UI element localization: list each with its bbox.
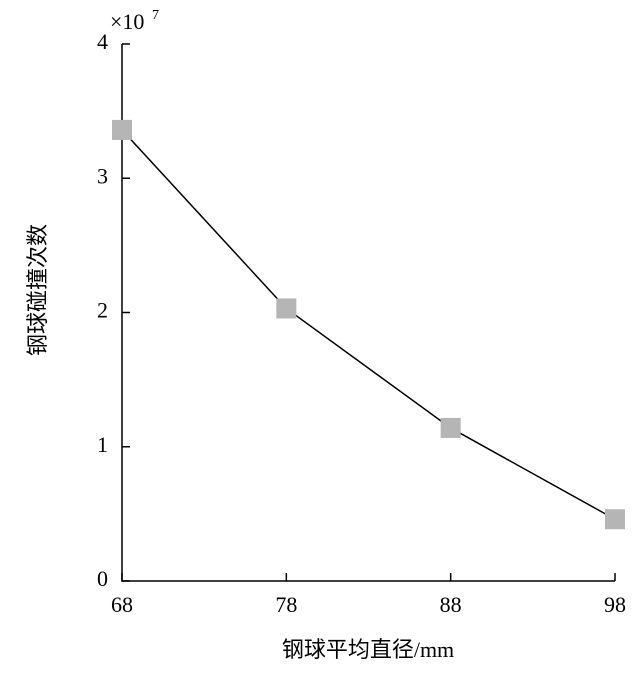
point-marker xyxy=(112,119,132,140)
y-multiplier: ×10 xyxy=(110,9,144,34)
y-tick-label: 3 xyxy=(97,163,108,188)
x-tick-label: 78 xyxy=(275,592,297,617)
y-tick-label: 1 xyxy=(97,432,108,457)
series-line xyxy=(121,129,616,520)
point-marker xyxy=(440,417,461,438)
x-tick-label: 98 xyxy=(604,592,626,617)
y-tick-label: 0 xyxy=(97,566,108,591)
point-marker xyxy=(276,298,297,319)
x-tick-label: 68 xyxy=(111,592,133,617)
y-tick-label: 2 xyxy=(97,298,108,323)
y-multiplier-exponent: 7 xyxy=(152,8,159,23)
y-tick-label: 4 xyxy=(97,29,108,54)
y-axis-label: 钢球碰撞次数 xyxy=(25,224,50,356)
x-axis-label: 钢球平均直径/mm xyxy=(282,637,454,662)
point-marker xyxy=(605,509,625,530)
axes xyxy=(121,44,615,582)
x-tick-label: 88 xyxy=(440,592,462,617)
